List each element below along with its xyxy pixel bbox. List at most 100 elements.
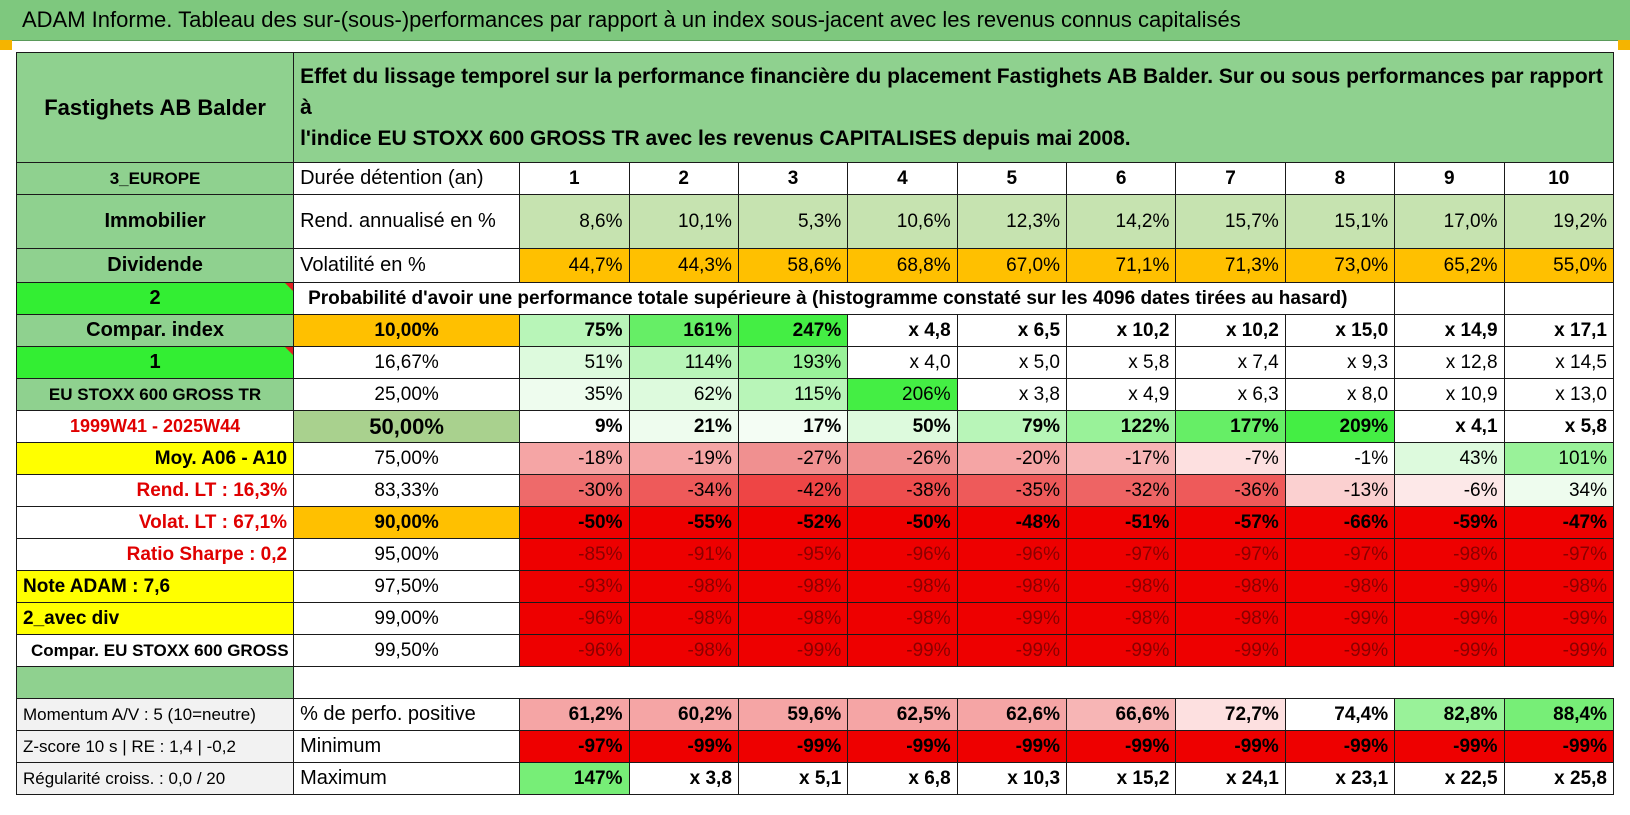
vol-value: 68,8% [847, 248, 958, 283]
empty-cell [1503, 282, 1615, 315]
percentile-value: -6% [1394, 474, 1505, 507]
asset-name: Fastighets AB Balder [15, 52, 295, 163]
percentile-value: x 13,0 [1503, 378, 1615, 411]
compar-full: Compar. EU STOXX 600 GROSS TR [15, 634, 295, 667]
rend-lt: Rend. LT : 16,3% [15, 474, 295, 507]
percentile-label: 97,50% [293, 570, 521, 603]
percentile-value: x 10,9 [1394, 378, 1505, 411]
percentile-value: -98% [1503, 570, 1615, 603]
percentile-value: -99% [847, 634, 958, 667]
percentile-value: x 9,3 [1284, 346, 1396, 379]
year-header: 9 [1394, 162, 1505, 195]
percentile-value: -13% [1284, 474, 1396, 507]
percentile-value: -36% [1175, 474, 1286, 507]
percentile-value: -98% [1284, 570, 1396, 603]
percentile-value: -98% [956, 570, 1068, 603]
percentile-value: x 6,5 [956, 314, 1068, 347]
percentile-value: -42% [737, 474, 849, 507]
percentile-value: -34% [628, 474, 739, 507]
percentile-value: x 4,0 [847, 346, 958, 379]
vol-value: 71,1% [1066, 248, 1177, 283]
percentile-label: 83,33% [293, 474, 521, 507]
percentile-value: 51% [519, 346, 630, 379]
percentile-value: -99% [1175, 634, 1286, 667]
percentile-value: -85% [519, 538, 630, 571]
bottom-value: -99% [628, 730, 739, 763]
rend-value: 14,2% [1066, 194, 1177, 249]
table-row: Momentum A/V : 5 (10=neutre)% de perfo. … [15, 698, 1615, 731]
percentile-value: -99% [1284, 602, 1396, 635]
table-row: EU STOXX 600 GROSS TR 25,00% 35% 62% 115% 206… [15, 378, 1615, 411]
bottom-value: -99% [1175, 730, 1286, 763]
percentile-value: -99% [1394, 570, 1505, 603]
percentile-value: -7% [1175, 442, 1286, 475]
moy-label: Moy. A06 - A10 [15, 442, 295, 475]
bottom-row-label: % de perfo. positive [293, 698, 521, 731]
percentile-value: -98% [737, 602, 849, 635]
percentile-value: -48% [956, 506, 1068, 539]
bottom-value: -99% [737, 730, 849, 763]
table-row: Régularité croiss. : 0,0 / 20 Maximum 147%… [15, 762, 1615, 795]
vol-value: 44,3% [628, 248, 739, 283]
percentile-value: -99% [1503, 602, 1615, 635]
flag-2: 2 [15, 282, 295, 315]
percentile-value: -98% [737, 570, 849, 603]
rend-value: 5,3% [737, 194, 849, 249]
rend-value: 8,6% [519, 194, 630, 249]
percentile-value: x 5,0 [956, 346, 1068, 379]
table-row: 1 16,67% 51% 114% 193% x 4,0 x 5,0 x 5,8 x 7,4 x … [15, 346, 1615, 379]
vol-value: 73,0% [1284, 248, 1396, 283]
bottom-value: x 24,1 [1175, 762, 1286, 795]
bottom-value: x 15,2 [1066, 762, 1177, 795]
table-row: Immobilier Rend. annualisé en % 8,6% 10,1% 5… [15, 194, 1615, 249]
percentile-value: 50% [847, 410, 958, 443]
percentile-value: 247% [737, 314, 849, 347]
percentile-value: -52% [737, 506, 849, 539]
percentile-value: 9% [519, 410, 630, 443]
percentile-value: -99% [737, 634, 849, 667]
percentile-value: -98% [1066, 570, 1177, 603]
percentile-value: 101% [1503, 442, 1615, 475]
compar-index-label: Compar. index [15, 314, 295, 347]
percentile-value: -95% [737, 538, 849, 571]
bottom-value: x 6,8 [847, 762, 958, 795]
percentile-value: -51% [1066, 506, 1177, 539]
percentile-value: 122% [1066, 410, 1177, 443]
percentile-value: -97% [1066, 538, 1177, 571]
year-header: 7 [1175, 162, 1286, 195]
year-header: 6 [1066, 162, 1177, 195]
bottom-value: x 3,8 [628, 762, 739, 795]
percentile-value: -98% [1066, 602, 1177, 635]
table-row: Rend. LT : 16,3% 83,33% -30% -34% -42% -38% -3… [15, 474, 1615, 507]
percentile-label: 90,00% [293, 506, 521, 539]
percentile-value: 34% [1503, 474, 1615, 507]
rend-label: Rend. annualisé en % [293, 194, 521, 249]
description: Effet du lissage temporel sur la perform… [293, 52, 1614, 163]
percentile-value: -99% [1394, 634, 1505, 667]
percentile-value: 206% [847, 378, 958, 411]
percentile-value: -35% [956, 474, 1068, 507]
page-title: ADAM Informe. Tableau des sur-(sous-)per… [22, 7, 1241, 32]
vol-value: 65,2% [1394, 248, 1505, 283]
rend-value: 15,7% [1175, 194, 1286, 249]
percentile-value: -50% [519, 506, 630, 539]
vol-value: 58,6% [737, 248, 849, 283]
spacer-cell [15, 666, 295, 699]
percentile-value: -19% [628, 442, 739, 475]
percentile-value: 75% [519, 314, 630, 347]
percentile-value: -99% [1066, 634, 1177, 667]
percentile-value: -97% [1175, 538, 1286, 571]
percentile-value: -98% [1175, 570, 1286, 603]
percentile-value: x 6,3 [1175, 378, 1286, 411]
bottom-left-label: Z-score 10 s | RE : 1,4 | -0,2 [15, 730, 295, 763]
percentile-value: x 5,8 [1503, 410, 1615, 443]
bottom-value: 62,5% [847, 698, 958, 731]
percentile-value: x 15,0 [1284, 314, 1396, 347]
bottom-value: -99% [847, 730, 958, 763]
table-row: Compar. index 10,00% 75% 161% 247% x 4,8 x 6,5… [15, 314, 1615, 347]
year-header: 1 [519, 162, 630, 195]
year-header: 8 [1284, 162, 1396, 195]
region-label: 3_EUROPE [15, 162, 295, 195]
dividend-label: Dividende [15, 248, 295, 283]
percentile-value: -98% [847, 570, 958, 603]
